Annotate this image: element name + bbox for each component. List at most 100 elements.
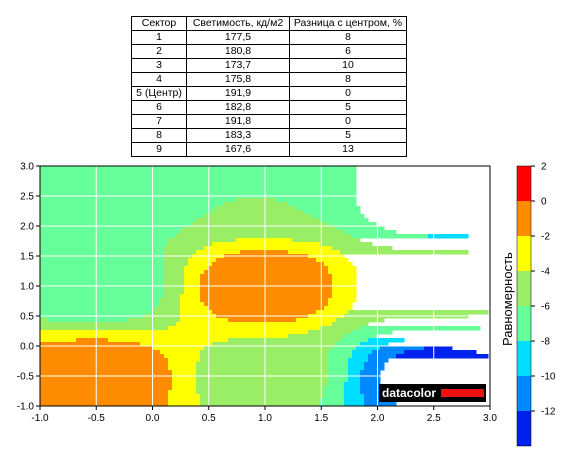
contour-cell — [236, 238, 293, 243]
contour-cell — [328, 382, 345, 387]
x-tick-label: 0.5 — [202, 413, 216, 424]
contour-cell — [336, 342, 361, 347]
contour-cell — [184, 286, 201, 291]
contour-cell — [364, 362, 385, 367]
contour-cell — [168, 326, 321, 331]
contour-cell — [344, 402, 365, 407]
contour-cell — [168, 362, 197, 367]
contour-cell — [164, 270, 185, 275]
contour-cell — [200, 398, 321, 403]
contour-cell — [180, 306, 209, 311]
x-tick-label: 1.0 — [258, 413, 272, 424]
colorbar-tick-label: -12 — [541, 407, 556, 418]
contour-cell — [332, 294, 357, 299]
contour-cell — [328, 222, 377, 227]
contour-cell — [288, 334, 345, 339]
colorbar-label: Равномерность — [500, 252, 515, 346]
contour-cell — [184, 226, 337, 231]
contour-cell — [200, 358, 329, 363]
contour-cell — [304, 210, 361, 215]
colorbar-tick-label: -6 — [541, 302, 550, 313]
contour-cell — [40, 202, 225, 207]
colorbar: 2 0 -2 -4 -6 -8 -10 -12 — [516, 162, 556, 447]
table-cell: 167,6 — [186, 142, 290, 157]
contour-cell — [212, 342, 337, 347]
contour-cell — [396, 354, 489, 359]
contour-cell — [204, 214, 313, 219]
contour-cell — [340, 250, 469, 255]
contour-cell — [344, 398, 365, 403]
contour-cell — [328, 298, 357, 303]
contour-cell — [352, 234, 429, 239]
contour-cell — [76, 338, 109, 343]
contour-cell — [308, 330, 353, 335]
contour-cell — [336, 226, 385, 231]
contour-cell — [164, 246, 205, 251]
contour-cell — [348, 362, 365, 367]
table-row: 9 167,6 13 — [131, 142, 407, 157]
contour-cell — [188, 258, 217, 263]
contour-cell — [180, 310, 213, 315]
contour-cell — [216, 258, 317, 263]
contour-cell — [180, 318, 229, 323]
contour-cell — [212, 210, 305, 215]
contour-cell — [188, 262, 213, 267]
contour-cell — [200, 394, 325, 399]
contour-cell — [324, 394, 345, 399]
colorbar-segment — [517, 341, 531, 376]
contour-cell — [212, 262, 325, 267]
contour-cell — [40, 230, 181, 235]
contour-cell — [332, 282, 357, 287]
table-row: 4 175,8 8 — [131, 72, 407, 87]
contour-cell — [200, 282, 333, 287]
y-tick-label: 2.5 — [20, 192, 34, 203]
x-tick-label: 3.0 — [483, 413, 497, 424]
contour-cell — [228, 318, 297, 323]
contour-cell — [40, 182, 357, 187]
contour-cell — [348, 378, 361, 383]
contour-cell — [324, 262, 353, 267]
contour-cell — [40, 290, 165, 295]
contour-cell — [152, 310, 181, 315]
contour-cell — [328, 350, 353, 355]
contour-cell — [164, 290, 185, 295]
contour-cell — [164, 258, 189, 263]
y-tick-label: 1.5 — [20, 252, 34, 263]
contour-cell — [208, 306, 325, 311]
contour-cell — [184, 290, 201, 295]
colorbar-tick-label: -8 — [541, 337, 550, 348]
contour-cell — [164, 278, 185, 283]
contour-cell — [216, 206, 297, 211]
contour-cell — [200, 274, 333, 279]
contour-cell — [352, 354, 369, 359]
table-row: 8 183,3 5 — [131, 128, 407, 143]
contour-cell — [40, 278, 165, 283]
x-tick-label: -0.5 — [88, 413, 106, 424]
contour-cell — [204, 302, 329, 307]
contour-cell — [160, 302, 181, 307]
contour-cell — [192, 222, 329, 227]
contour-cell — [324, 386, 345, 391]
contour-cell — [424, 346, 453, 351]
x-axis: -1.0 -0.5 0.0 0.5 1.0 1.5 2.0 2.5 3.0 — [31, 406, 497, 424]
contour-cell — [40, 174, 357, 179]
contour-cell — [40, 246, 165, 251]
contour-cell — [40, 266, 165, 271]
contour-cell — [180, 294, 201, 299]
contour-cell — [332, 274, 357, 279]
contour-cell — [332, 322, 369, 327]
contour-cell — [344, 386, 361, 391]
y-tick-label: 0.5 — [20, 312, 34, 323]
contour-cell — [404, 350, 477, 355]
contour-cell — [168, 394, 201, 399]
colorbar-segment — [517, 166, 531, 201]
contour-cell — [40, 394, 169, 399]
contour-cell — [40, 358, 169, 363]
contour-cell — [40, 274, 165, 279]
contour-cell — [336, 318, 385, 323]
contour-cell — [328, 354, 353, 359]
contour-cell — [172, 382, 197, 387]
y-tick-label: -0.5 — [17, 372, 35, 383]
contour-cell — [40, 270, 165, 275]
contour-cell — [40, 226, 185, 231]
